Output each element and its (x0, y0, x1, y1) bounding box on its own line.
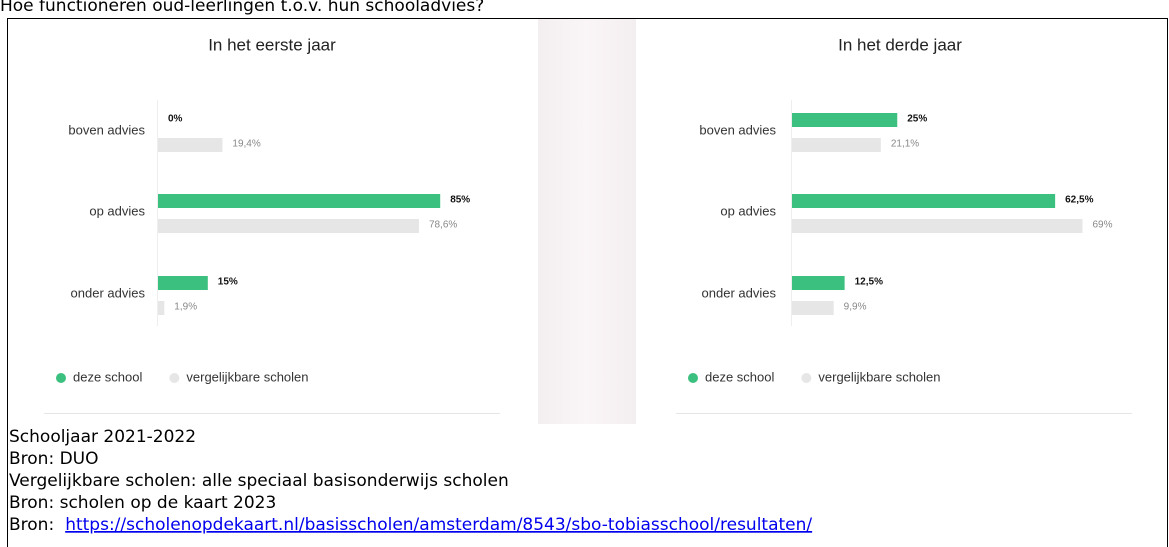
source-url: https://scholenopdekaart.nl/basisscholen… (65, 515, 812, 535)
legend-marker (169, 373, 180, 383)
bar (158, 138, 223, 152)
bar (792, 219, 1083, 233)
bar (158, 219, 419, 233)
value-label: 15% (218, 277, 238, 288)
footer-line: Bron: scholen op de kaart 2023 (9, 493, 276, 513)
chart-title: In het eerste jaar (208, 35, 336, 54)
source-label: Bron: (9, 515, 54, 535)
value-label: 21,1% (891, 139, 919, 150)
bar (792, 194, 1056, 208)
bar (158, 276, 208, 290)
divider (538, 19, 636, 424)
category-label: onder advies (71, 285, 146, 300)
value-label: 0% (168, 114, 183, 125)
legend-marker (801, 373, 812, 383)
legend-marker (56, 373, 66, 383)
bar (792, 301, 834, 315)
category-label: boven advies (68, 122, 145, 137)
footer-line: Schooljaar 2021-2022 (9, 427, 196, 447)
heading: Hoe functioneren oud-leerlingen t.o.v. h… (0, 0, 484, 16)
chart-title: In het derde jaar (838, 35, 962, 54)
bar (792, 113, 898, 127)
category-label: op advies (720, 203, 776, 218)
legend-label: deze school (73, 369, 142, 384)
value-label: 12,5% (855, 277, 883, 288)
category-label: boven advies (699, 122, 776, 137)
value-label: 9,9% (844, 302, 867, 313)
source-link[interactable]: https://scholenopdekaart.nl/basisscholen… (65, 515, 812, 535)
value-label: 62,5% (1065, 195, 1093, 206)
legend-label: vergelijkbare scholen (818, 369, 940, 384)
category-label: op advies (89, 203, 145, 218)
legend-label: vergelijkbare scholen (186, 369, 308, 384)
bar (158, 194, 441, 208)
value-label: 1,9% (174, 302, 197, 313)
footer-line: Vergelijkbare scholen: alle speciaal bas… (9, 471, 509, 491)
bar (158, 301, 165, 315)
bar (792, 276, 845, 290)
legend-label: deze school (705, 369, 774, 384)
footer-line: Bron: DUO (9, 449, 99, 469)
value-label: 19,4% (232, 139, 260, 150)
legend-marker (688, 373, 698, 383)
value-label: 69% (1092, 220, 1112, 231)
category-label: onder advies (702, 285, 777, 300)
value-label: 85% (450, 195, 470, 206)
bar (792, 138, 881, 152)
value-label: 78,6% (429, 220, 457, 231)
value-label: 25% (907, 114, 927, 125)
